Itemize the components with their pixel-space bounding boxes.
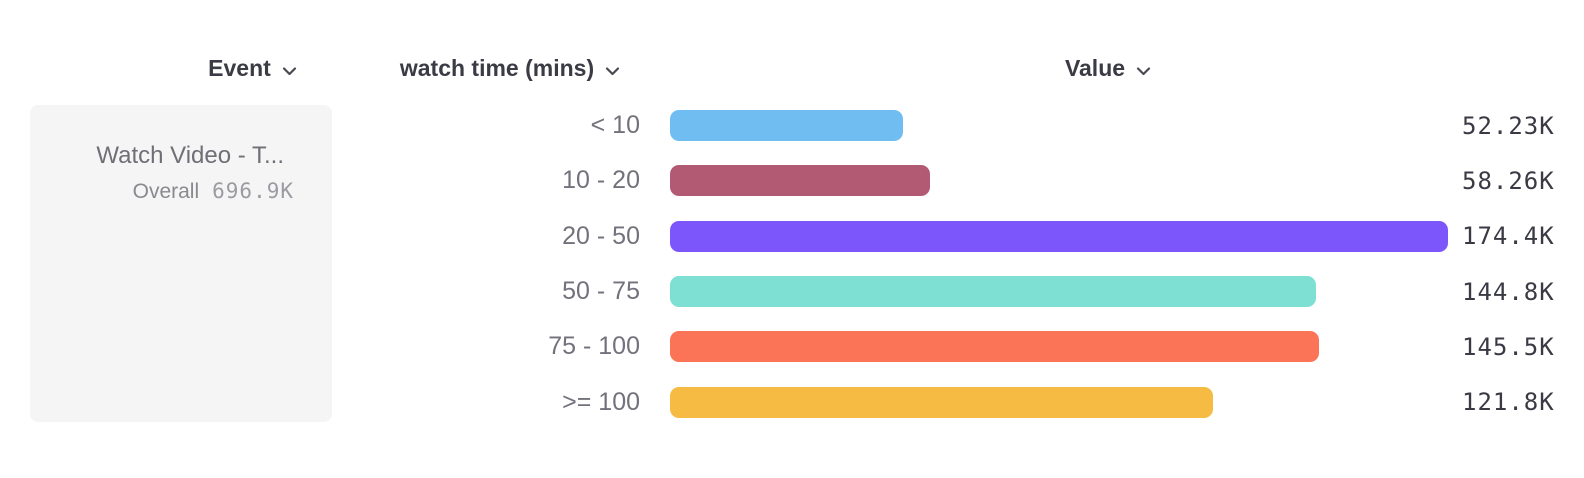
bar-track [670,220,1448,252]
bucket-label: 20 - 50 [562,221,640,250]
bar[interactable] [670,165,930,197]
chevron-down-icon [1136,56,1151,83]
chart-row: < 10 52.23K [0,98,1584,153]
event-name: Watch Video - T... [96,142,284,169]
bar-value: 52.23K [1462,111,1555,140]
bar-track [670,110,1448,142]
column-header-event-label: Event [208,54,271,81]
column-header-value-label: Value [1064,54,1126,81]
bar[interactable] [670,220,1448,252]
column-header-watch-time-label: watch time (mins) [399,54,595,81]
chevron-down-icon [282,56,297,83]
bucket-label: 10 - 20 [562,166,640,195]
event-overall-row: Overall 696.9K [30,179,332,204]
bar[interactable] [670,276,1316,308]
bar-chart: < 10 52.23K 10 - 20 58.26K 20 - 50 174.4… [0,98,1584,430]
bucket-label: 75 - 100 [548,332,640,361]
column-header-watch-time[interactable]: watch time (mins) [360,52,660,84]
chart-row: 50 - 75 144.8K [0,264,1584,319]
bar-track [670,165,1448,197]
bucket-label: >= 100 [562,387,640,416]
bar-value: 174.4K [1462,222,1555,251]
bucket-label: < 10 [590,111,640,140]
bar-track [670,386,1448,418]
column-header-value[interactable]: Value [958,52,1258,84]
bar[interactable] [670,386,1214,418]
bar-value: 58.26K [1462,166,1555,195]
bar-track [670,276,1448,308]
bar-value: 121.8K [1462,388,1555,417]
bar-track [670,331,1448,363]
overall-value: 696.9K [212,179,294,203]
bar-value: 145.5K [1462,332,1555,361]
bar[interactable] [670,331,1320,363]
chevron-down-icon [605,56,620,83]
column-header-event[interactable]: Event [150,52,355,84]
bar[interactable] [670,110,903,142]
overall-label: Overall [132,180,200,203]
chart-row: 10 - 20 58.26K [0,153,1584,208]
chart-row: >= 100 121.8K [0,374,1584,429]
bar-value: 144.8K [1462,277,1555,306]
chart-row: 20 - 50 174.4K [0,209,1584,264]
event-panel[interactable]: Watch Video - T... Overall 696.9K [30,105,332,422]
chart-row: 75 - 100 145.5K [0,319,1584,374]
bucket-label: 50 - 75 [562,277,640,306]
